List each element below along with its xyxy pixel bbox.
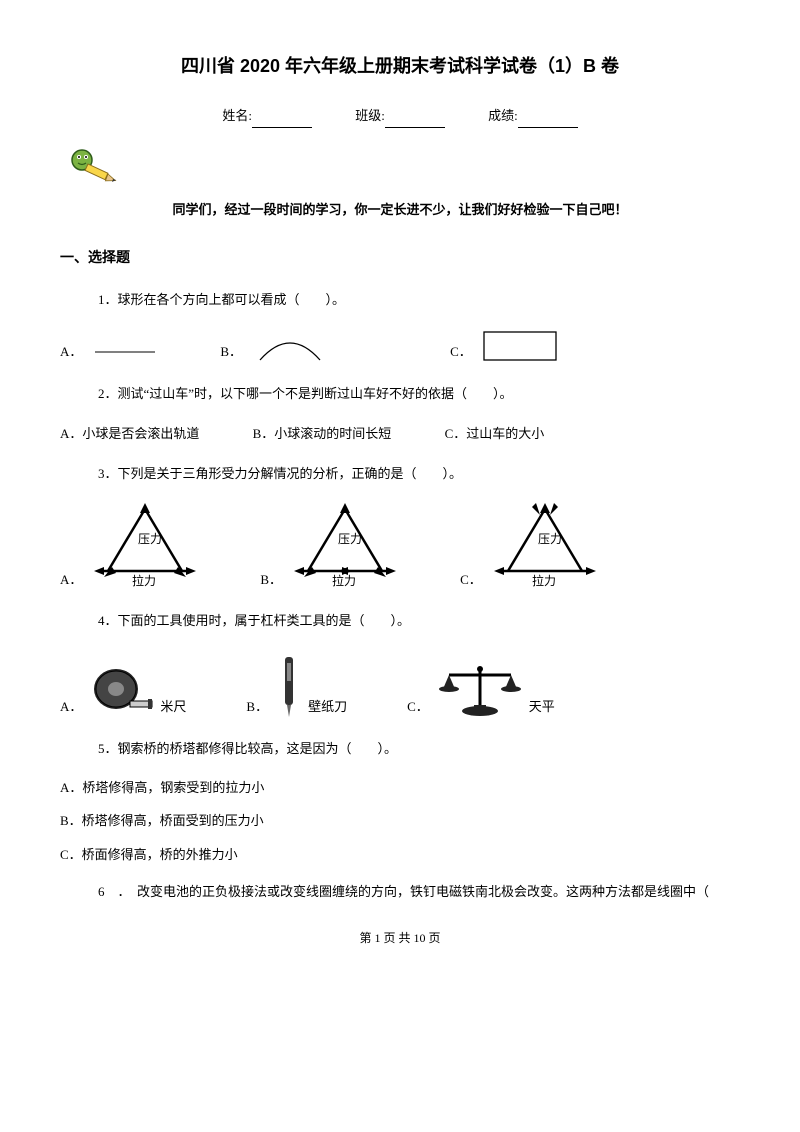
q1-choice-a: A．	[60, 340, 160, 363]
page-footer: 第 1 页 共 10 页	[60, 928, 740, 950]
q3-choices: A． 压力 拉力 B． 压力 拉力	[60, 501, 740, 591]
svg-text:拉力: 拉力	[132, 573, 156, 588]
name-blank[interactable]	[252, 114, 312, 128]
class-blank[interactable]	[385, 114, 445, 128]
pencil-decoration	[70, 146, 740, 190]
q5-choice-b: B．桥塔修得高，桥面受到的压力小	[60, 809, 740, 832]
q2-choices: A．小球是否会滚出轨道 B．小球滚动的时间长短 C．过山车的大小	[60, 421, 740, 446]
q4-choice-c: C． 天平	[407, 661, 555, 719]
section-1-heading: 一、选择题	[60, 245, 740, 270]
q1-a-letter: A．	[60, 340, 82, 363]
balance-scale-icon	[437, 661, 523, 719]
q2-choice-a: A．小球是否会滚出轨道	[60, 422, 199, 445]
q5-choice-a: A．桥塔修得高，钢索受到的拉力小	[60, 776, 740, 799]
rect-icon	[480, 328, 560, 364]
intro-text: 同学们，经过一段时间的学习，你一定长进不少，让我们好好检验一下自己吧！	[60, 198, 740, 221]
q4-c-letter: C．	[407, 695, 429, 718]
q2-choice-c: C．过山车的大小	[445, 422, 545, 445]
q4-a-label: 米尺	[160, 695, 186, 718]
q3-c-letter: C．	[460, 568, 482, 591]
pencil-icon	[70, 146, 118, 190]
exam-title: 四川省 2020 年六年级上册期末考试科学试卷（1）B 卷	[60, 50, 740, 82]
tape-measure-icon	[90, 661, 154, 719]
svg-text:压力: 压力	[538, 532, 562, 546]
q4-b-label: 壁纸刀	[308, 695, 347, 718]
student-info-line: 姓名: 班级: 成绩:	[60, 104, 740, 127]
svg-text:拉力: 拉力	[532, 573, 556, 588]
q4-stem: 4．下面的工具使用时，属于杠杆类工具的是（ ）。	[60, 609, 740, 632]
q6-stem: 6 ． 改变电池的正负极接法或改变线圈缠绕的方向，铁钉电磁铁南北极会改变。这两种…	[60, 880, 740, 903]
utility-knife-icon	[276, 649, 302, 719]
q1-choice-c: C．	[450, 328, 560, 364]
score-blank[interactable]	[518, 114, 578, 128]
svg-text:压力: 压力	[338, 532, 362, 546]
q3-b-letter: B．	[260, 568, 282, 591]
q4-c-label: 天平	[529, 695, 555, 718]
q4-a-letter: A．	[60, 695, 82, 718]
q4-b-letter: B．	[246, 695, 268, 718]
class-label: 班级:	[355, 108, 385, 123]
svg-text:压力: 压力	[138, 532, 162, 546]
q4-choices: A． 米尺 B． 壁纸刀 C． 天平	[60, 649, 740, 719]
q3-choice-c: C． 压力 拉力	[460, 501, 600, 591]
q2-stem: 2．测试“过山车”时，以下哪一个不是判断过山车好不好的依据（ ）。	[60, 382, 740, 405]
triangle-force-c-icon: 压力 拉力	[490, 501, 600, 591]
q5-choice-c: C．桥面修得高，桥的外推力小	[60, 843, 740, 866]
q2-choice-b: B．小球滚动的时间长短	[253, 422, 392, 445]
q1-c-letter: C．	[450, 340, 472, 363]
q5-choices: A．桥塔修得高，钢索受到的拉力小 B．桥塔修得高，桥面受到的压力小 C．桥面修得…	[60, 776, 740, 866]
q3-stem: 3．下列是关于三角形受力分解情况的分析，正确的是（ ）。	[60, 462, 740, 485]
triangle-force-a-icon: 压力 拉力	[90, 501, 200, 591]
q4-choice-b: B． 壁纸刀	[246, 649, 347, 719]
q5-stem: 5．钢索桥的桥塔都修得比较高，这是因为（ ）。	[60, 737, 740, 760]
q1-stem: 1．球形在各个方向上都可以看成（ ）。	[60, 288, 740, 311]
triangle-force-b-icon: 压力 拉力	[290, 501, 400, 591]
q3-choice-a: A． 压力 拉力	[60, 501, 200, 591]
name-label: 姓名:	[222, 108, 252, 123]
q4-choice-a: A． 米尺	[60, 661, 186, 719]
q1-choice-b: B．	[220, 332, 330, 364]
score-label: 成绩:	[488, 108, 518, 123]
arc-icon	[250, 332, 330, 364]
svg-text:拉力: 拉力	[332, 573, 356, 588]
line-icon	[90, 344, 160, 364]
q1-choices: A． B． C．	[60, 328, 740, 364]
q3-a-letter: A．	[60, 568, 82, 591]
q1-b-letter: B．	[220, 340, 242, 363]
q3-choice-b: B． 压力 拉力	[260, 501, 400, 591]
